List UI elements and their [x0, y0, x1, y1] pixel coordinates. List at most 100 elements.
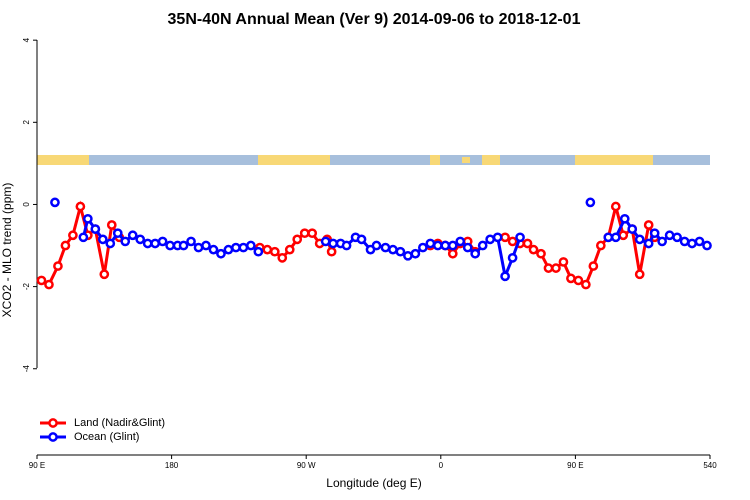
data-point — [507, 236, 518, 247]
data-point — [371, 240, 382, 251]
x-tick-label: 540 — [703, 461, 717, 470]
data-point — [643, 238, 654, 249]
legend-swatch-marker — [48, 432, 58, 442]
data-point — [603, 232, 614, 243]
data-point — [127, 230, 138, 241]
data-point — [328, 238, 338, 249]
data-point — [82, 213, 93, 224]
data-point — [455, 236, 466, 247]
data-point — [410, 248, 421, 259]
data-point — [193, 242, 204, 253]
data-point — [432, 240, 443, 251]
data-point — [50, 197, 60, 208]
x-tick-label: 0 — [439, 461, 444, 470]
data-point — [627, 224, 638, 234]
data-point — [105, 238, 116, 249]
data-point — [687, 238, 697, 249]
data-point — [307, 228, 318, 239]
data-point — [470, 248, 481, 259]
data-point — [120, 236, 131, 247]
data-point — [36, 275, 47, 286]
data-point — [380, 242, 391, 253]
legend-label: Ocean (Glint) — [74, 431, 139, 443]
data-point — [201, 240, 211, 251]
data-point — [595, 240, 606, 251]
data-point — [388, 244, 398, 255]
data-point — [75, 201, 86, 212]
legend-swatch-marker — [48, 418, 58, 428]
legend-label: Land (Nadir&Glint) — [74, 417, 165, 429]
data-point — [253, 246, 264, 257]
data-point — [106, 220, 117, 230]
data-point — [60, 240, 71, 251]
data-point — [528, 244, 539, 255]
data-point — [418, 242, 428, 253]
data-point — [208, 244, 219, 255]
y-tick-label: -4 — [22, 365, 31, 373]
data-point — [618, 230, 629, 241]
data-point — [99, 269, 110, 280]
data-point — [581, 279, 591, 290]
data-point — [664, 230, 675, 241]
data-point — [395, 246, 406, 257]
data-point — [492, 232, 503, 243]
data-point — [425, 238, 436, 249]
data-point — [112, 228, 123, 239]
data-point — [485, 234, 496, 245]
x-axis-title: Longitude (deg E) — [326, 476, 421, 490]
data-point — [246, 240, 256, 251]
land-ocean-strip — [37, 155, 710, 165]
data-point — [68, 230, 78, 241]
data-point — [277, 252, 288, 263]
chart-title: 35N-40N Annual Mean (Ver 9) 2014-09-06 t… — [168, 11, 581, 28]
data-point — [558, 257, 569, 267]
data-point — [702, 240, 712, 251]
y-tick-label: 0 — [22, 202, 31, 207]
data-point — [186, 236, 196, 247]
data-point — [78, 232, 89, 243]
data-point — [672, 232, 682, 243]
data-point — [643, 220, 654, 230]
data-point — [178, 240, 189, 251]
y-tick-label: -2 — [22, 282, 31, 290]
data-point — [341, 240, 352, 251]
data-point — [694, 236, 705, 247]
data-point — [142, 238, 153, 249]
data-point — [299, 228, 310, 239]
data-point — [216, 248, 226, 259]
data-point — [284, 244, 295, 255]
data-point — [231, 242, 241, 253]
y-tick-label: 2 — [22, 120, 31, 125]
data-point — [262, 244, 273, 255]
data-point — [649, 228, 660, 239]
data-point — [536, 248, 546, 259]
data-point — [657, 236, 667, 247]
data-point — [223, 244, 234, 255]
data-point — [522, 238, 533, 249]
data-point — [320, 236, 331, 247]
data-point — [165, 240, 175, 251]
data-point — [477, 240, 488, 251]
data-point — [500, 232, 510, 243]
data-point — [44, 279, 54, 290]
data-point — [566, 273, 576, 284]
data-point — [150, 238, 160, 249]
data-point — [157, 236, 168, 247]
y-tick-label: 4 — [22, 37, 31, 42]
data-point — [634, 234, 645, 245]
x-tick-label: 90 E — [567, 461, 583, 470]
x-tick-label: 90 W — [297, 461, 316, 470]
data-point — [135, 234, 146, 245]
data-point — [588, 261, 599, 271]
data-point — [543, 263, 554, 273]
data-point — [97, 234, 108, 245]
data-point — [515, 232, 525, 243]
data-point — [269, 246, 280, 257]
data-point — [238, 242, 249, 253]
data-point — [500, 271, 510, 282]
y-axis-title: XCO2 - MLO trend (ppm) — [0, 183, 14, 318]
data-point — [403, 250, 413, 261]
data-point — [90, 224, 101, 234]
data-point — [53, 261, 63, 271]
